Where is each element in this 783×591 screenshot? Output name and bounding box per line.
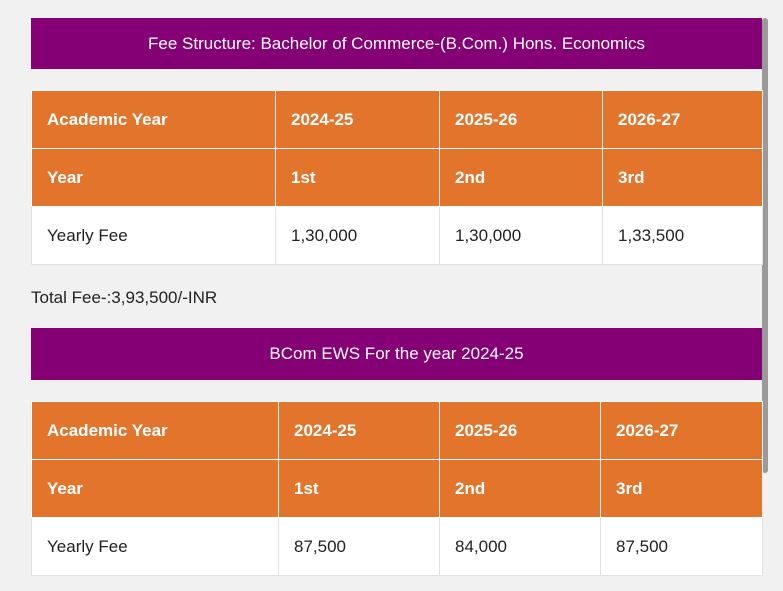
- fee-table-regular: Academic Year 2024-25 2025-26 2026-27 Ye…: [31, 90, 763, 265]
- fee-table-ews: Academic Year 2024-25 2025-26 2026-27 Ye…: [31, 401, 763, 576]
- table-cell: 1,30,000: [439, 206, 603, 265]
- table-cell: Year: [31, 148, 276, 207]
- table-cell: Academic Year: [31, 90, 276, 149]
- fee-structure-title: Fee Structure: Bachelor of Commerce-(B.C…: [31, 18, 762, 69]
- table-cell: 1,30,000: [275, 206, 440, 265]
- table-cell: Academic Year: [31, 401, 279, 460]
- table-row-year: Year 1st 2nd 3rd: [31, 148, 763, 207]
- table-cell: 2nd: [439, 148, 603, 207]
- table-cell: 1,33,500: [602, 206, 763, 265]
- table-cell: Yearly Fee: [31, 206, 276, 265]
- table-cell: 84,000: [439, 517, 601, 576]
- total-fee-text: Total Fee-:3,93,500/-INR: [31, 288, 218, 307]
- table-cell: 2026-27: [600, 401, 763, 460]
- table-cell: Yearly Fee: [31, 517, 279, 576]
- table-cell: 2026-27: [602, 90, 763, 149]
- table-cell: 87,500: [600, 517, 763, 576]
- ews-title: BCom EWS For the year 2024-25: [31, 328, 762, 380]
- table-row-academic-year: Academic Year 2024-25 2025-26 2026-27: [31, 90, 763, 149]
- table-row-year: Year 1st 2nd 3rd: [31, 459, 763, 518]
- table-cell: 1st: [278, 459, 440, 518]
- table-row-yearly-fee: Yearly Fee 1,30,000 1,30,000 1,33,500: [31, 206, 763, 265]
- table-cell: 87,500: [278, 517, 440, 576]
- table-cell: 2nd: [439, 459, 601, 518]
- fee-content: Fee Structure: Bachelor of Commerce-(B.C…: [31, 18, 763, 576]
- table-cell: 3rd: [600, 459, 763, 518]
- table-cell: 3rd: [602, 148, 763, 207]
- table-row-academic-year: Academic Year 2024-25 2025-26 2026-27: [31, 401, 763, 460]
- table-cell: Year: [31, 459, 279, 518]
- table-cell: 2024-25: [278, 401, 440, 460]
- scrollbar-thumb[interactable]: [762, 18, 768, 473]
- table-cell: 2025-26: [439, 401, 601, 460]
- table-cell: 2024-25: [275, 90, 440, 149]
- table-cell: 2025-26: [439, 90, 603, 149]
- table-row-yearly-fee: Yearly Fee 87,500 84,000 87,500: [31, 517, 763, 576]
- table-cell: 1st: [275, 148, 440, 207]
